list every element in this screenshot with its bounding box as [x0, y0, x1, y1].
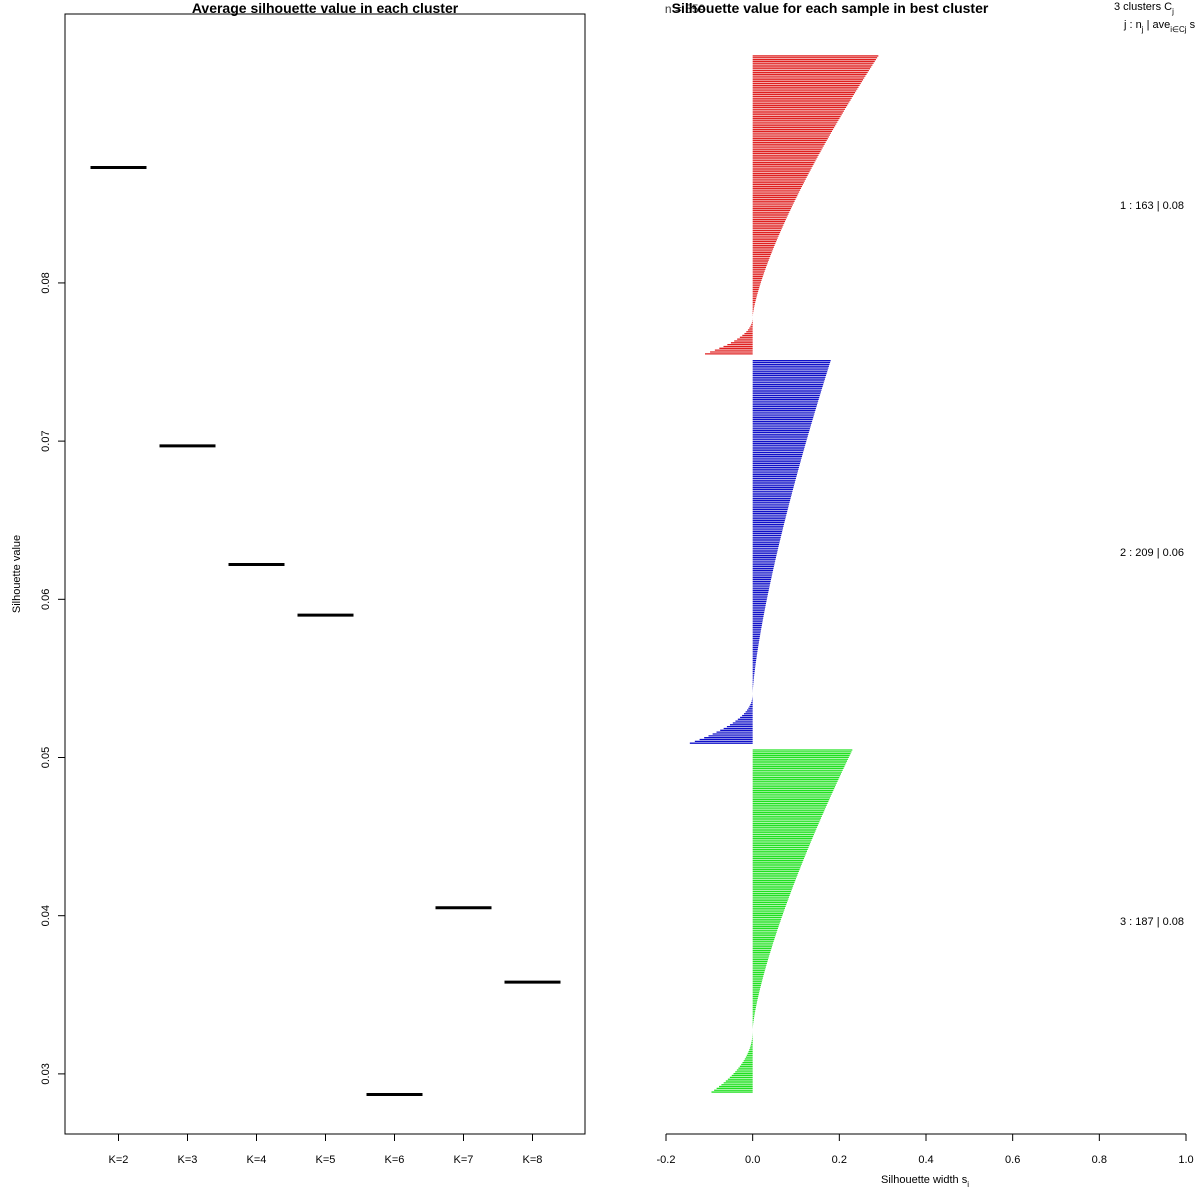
left-chart-title: Average silhouette value in each cluster: [192, 0, 459, 16]
left-x-tick-label: K=6: [385, 1154, 405, 1166]
left-y-tick-label: 0.06: [40, 589, 52, 610]
left-x-tick-label: K=7: [454, 1154, 474, 1166]
right-chart-title: Silhouette value for each sample in best…: [672, 0, 989, 16]
overlapping-n-label: n = 559: [665, 2, 706, 16]
cluster-label: 3 : 187 | 0.08: [1120, 916, 1184, 928]
right-panel: Silhouette value for each sample in best…: [657, 0, 1196, 1189]
right-x-tick-label: -0.2: [657, 1154, 676, 1166]
right-x-tick-label: 0.2: [832, 1154, 847, 1166]
cluster-label: 2 : 209 | 0.06: [1120, 547, 1184, 559]
legend-header-line1: 3 clusters Cj: [1114, 1, 1174, 16]
left-series: [90, 165, 561, 1096]
left-y-tick-label: 0.07: [40, 430, 52, 451]
left-x-tick-label: K=2: [109, 1154, 129, 1166]
legend-header-line2: j : nj | avei∈Cj s: [1123, 19, 1196, 34]
right-x-tick-label: 0.6: [1005, 1154, 1020, 1166]
left-y-tick-label: 0.04: [40, 905, 52, 926]
silhouette-bars: [689, 55, 879, 1093]
right-x-tick-label: 0.4: [918, 1154, 933, 1166]
right-x-tick-label: 0.0: [745, 1154, 760, 1166]
right-x-tick-label: 0.8: [1092, 1154, 1107, 1166]
left-y-axis: 0.03 0.04 0.05 0.06 0.07 0.08: [40, 272, 66, 1085]
left-x-tick-label: K=8: [523, 1154, 543, 1166]
right-x-tick-label: 1.0: [1178, 1154, 1193, 1166]
left-y-axis-label: Silhouette value: [11, 535, 23, 613]
legend-header: 3 clusters Cj j : nj | avei∈Cj s: [1114, 1, 1196, 34]
cluster-labels: 1 : 163 | 0.08 2 : 209 | 0.06 3 : 187 | 0.…: [1120, 200, 1184, 928]
right-x-axis-label: Silhouette width si: [881, 1174, 969, 1189]
left-plot-frame: [64, 13, 586, 1135]
left-y-tick-label: 0.03: [40, 1063, 52, 1084]
left-x-tick-label: K=3: [178, 1154, 198, 1166]
cluster-label: 1 : 163 | 0.08: [1120, 200, 1184, 212]
left-y-tick-label: 0.08: [40, 272, 52, 293]
left-y-tick-label: 0.05: [40, 747, 52, 768]
left-x-axis: K=2 K=3 K=4 K=5 K=6 K=7 K=8: [109, 1133, 543, 1166]
left-x-tick-label: K=5: [316, 1154, 336, 1166]
left-x-tick-label: K=4: [247, 1154, 267, 1166]
right-x-axis: -0.2 0.0 0.2 0.4 0.6 0.8 1.0: [657, 1133, 1194, 1166]
left-panel: Average silhouette value in each cluster…: [11, 0, 586, 1166]
